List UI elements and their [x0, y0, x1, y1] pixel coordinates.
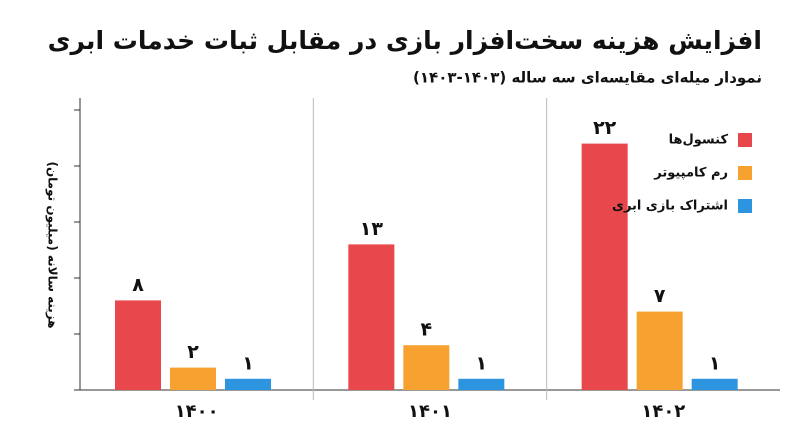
x-tick-label: ۱۴۰۰ — [175, 401, 219, 422]
value-label: ۲ — [187, 341, 199, 363]
bar — [636, 311, 683, 390]
legend-swatch — [738, 133, 752, 147]
bar — [581, 143, 628, 390]
chart-subtitle: نمودار میله‌ای مقایسه‌ای سه ساله (۱۴۰۳-۱… — [413, 69, 762, 87]
legend-swatch — [738, 199, 752, 213]
x-tick-label: ۱۴۰۱ — [408, 401, 452, 422]
legend-label: اشتراک بازی ابری — [612, 199, 728, 214]
value-label: ۸ — [132, 274, 144, 296]
bar — [691, 378, 738, 390]
value-label: ۲۲ — [593, 117, 617, 139]
bar — [225, 378, 271, 390]
bar — [115, 300, 161, 390]
value-label: ۴ — [421, 319, 433, 341]
chart-title: افزایش هزینه سخت‌افزار بازی در مقابل ثبا… — [48, 26, 762, 56]
bar — [458, 378, 505, 390]
value-label: ۱۳ — [360, 218, 384, 240]
value-label: ۷ — [654, 285, 666, 307]
bar — [170, 367, 216, 390]
legend-label: کنسول‌ها — [669, 133, 729, 148]
legend-swatch — [738, 166, 752, 180]
value-label: ۱ — [476, 352, 488, 374]
x-tick-label: ۱۴۰۲ — [641, 401, 685, 422]
value-label: ۱ — [242, 352, 254, 374]
legend-label: رم کامپیوتر — [653, 166, 728, 181]
bar — [403, 345, 450, 390]
y-axis-label: هزینه سالانه (میلیون تومان) — [45, 161, 60, 328]
bar — [348, 244, 395, 390]
value-label: ۱ — [709, 352, 721, 374]
